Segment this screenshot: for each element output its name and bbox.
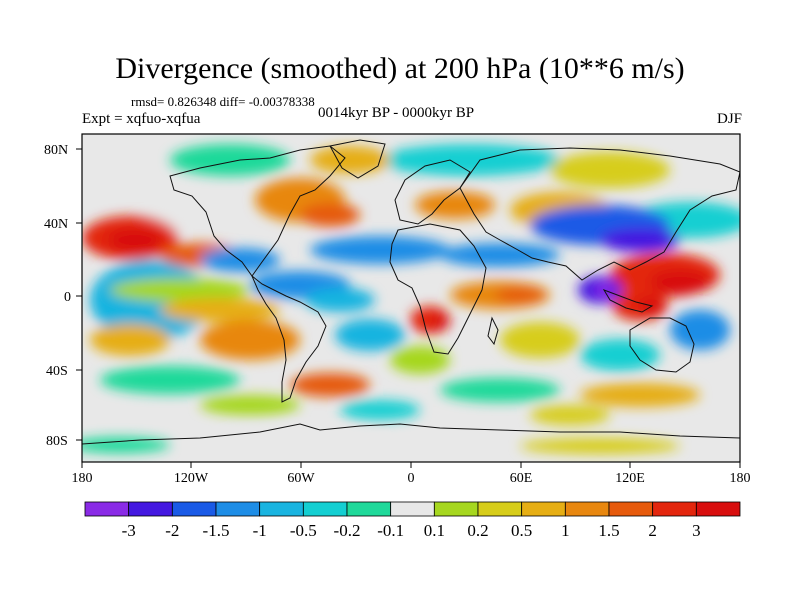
colorbar-swatch xyxy=(171,501,217,517)
lat-tick-0: 0 xyxy=(64,290,71,305)
field-blob xyxy=(200,320,300,360)
field-blob xyxy=(440,378,560,402)
colorbar-label: 0.2 xyxy=(467,521,488,540)
field-blob xyxy=(220,432,380,448)
lon-tick-120w: 120W xyxy=(174,471,209,486)
field-blob xyxy=(650,270,710,294)
colorbar-label: -1.5 xyxy=(203,521,230,540)
colorbar-swatch xyxy=(521,501,566,517)
field-blob xyxy=(82,437,170,453)
colorbar-label: 3 xyxy=(692,521,701,540)
field-blob xyxy=(310,236,450,264)
colorbar-swatch xyxy=(652,501,697,517)
lon-tick-60w: 60W xyxy=(287,471,315,486)
field-blob xyxy=(530,405,610,425)
colorbar-swatch xyxy=(84,501,130,517)
lon-tick-0: 0 xyxy=(408,471,415,486)
colorbar-swatch xyxy=(346,501,392,517)
colorbar-label: 1 xyxy=(561,521,570,540)
coastlines xyxy=(82,139,740,445)
lat-tick-80s: 80S xyxy=(46,434,68,449)
colorbar-label: -2 xyxy=(165,521,179,540)
colorbar-label: -0.1 xyxy=(377,521,404,540)
lat-axis: 80N 40N 0 40S 80S xyxy=(44,143,71,449)
colorbar-swatch xyxy=(128,501,173,517)
field-blob xyxy=(310,146,390,174)
colorbar-swatch xyxy=(433,501,479,517)
colorbar-label: 2 xyxy=(648,521,657,540)
field-blob xyxy=(580,383,700,407)
field-blob xyxy=(500,322,580,358)
colorbar-label: 1.5 xyxy=(598,521,619,540)
tick-marks xyxy=(76,148,741,468)
colorbar-swatch xyxy=(608,501,654,517)
field-blob xyxy=(390,346,450,374)
field-blob xyxy=(670,310,730,350)
field-blob xyxy=(107,228,163,252)
colorbar-label: -1 xyxy=(253,521,267,540)
lon-tick-60e: 60E xyxy=(510,471,533,486)
field-blob xyxy=(600,228,680,252)
field-blob xyxy=(340,400,420,420)
colorbar: -3 -2 -1.5 -1 -0.5 -0.2 -0.1 0.1 0.2 0.5 1 1.5 2 3 xyxy=(84,501,741,540)
lon-axis: 180 120W 60W 0 60E 120E 180 xyxy=(72,471,751,486)
lon-tick-120e: 120E xyxy=(615,471,645,486)
colorbar-label: -0.5 xyxy=(290,521,317,540)
lon-tick-180e: 180 xyxy=(730,471,751,486)
lat-tick-40s: 40S xyxy=(46,364,68,379)
colorbar-swatch xyxy=(302,501,348,517)
field-blob xyxy=(440,243,560,267)
field-blob xyxy=(200,395,300,415)
field-blob xyxy=(300,203,360,227)
colorbar-swatch xyxy=(564,501,610,517)
field-blob xyxy=(550,152,670,188)
field-blob xyxy=(290,373,370,397)
field-blob xyxy=(430,315,450,329)
colorbar-label: 0.1 xyxy=(424,521,445,540)
colorbar-swatch xyxy=(477,501,523,517)
field-blob xyxy=(160,298,280,322)
chart-title: Divergence (smoothed) at 200 hPa (10**6 … xyxy=(115,52,685,85)
field-blob xyxy=(305,288,375,312)
colorbar-swatch xyxy=(259,501,304,517)
colorbar-swatch xyxy=(215,501,261,517)
lat-tick-80n: 80N xyxy=(44,143,68,158)
colorbar-label: 0.5 xyxy=(511,521,532,540)
period-label: 0014kyr BP - 0000kyr BP xyxy=(318,105,475,121)
field-blob xyxy=(100,366,240,394)
field-blob xyxy=(580,339,660,371)
stats-text: rmsd= 0.826348 diff= -0.00378338 xyxy=(131,94,315,109)
field-blob xyxy=(520,438,680,454)
field-blob xyxy=(415,191,495,219)
field-blob xyxy=(380,144,560,176)
field-blob xyxy=(335,319,405,351)
lat-tick-40n: 40N xyxy=(44,217,68,232)
colorbar-label: -0.2 xyxy=(334,521,361,540)
field-blob xyxy=(495,287,545,303)
experiment-label: Expt = xqfuo-xqfua xyxy=(82,111,201,127)
colorbar-swatch xyxy=(695,501,741,517)
colorbar-swatch xyxy=(390,501,435,517)
map-panel xyxy=(82,134,740,462)
season-label: DJF xyxy=(716,111,742,127)
divergence-field xyxy=(82,144,740,454)
colorbar-label: -3 xyxy=(122,521,136,540)
field-blob xyxy=(90,324,170,356)
field-blob xyxy=(110,278,250,302)
lon-tick-180w: 180 xyxy=(72,471,93,486)
